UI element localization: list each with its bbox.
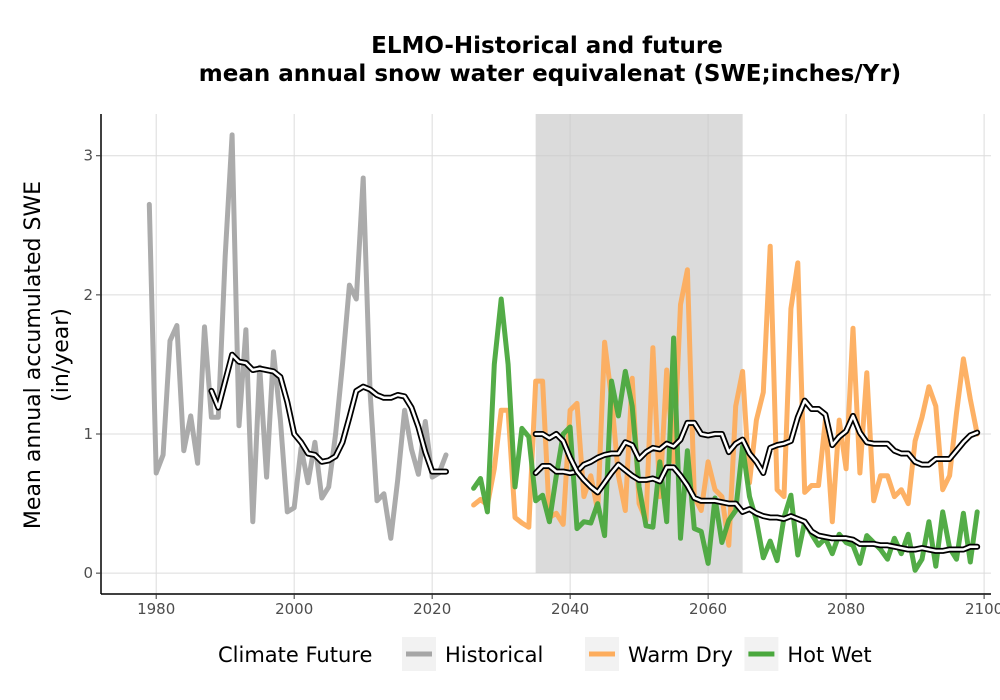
legend-label-hot-wet: Hot Wet [787,643,871,667]
x-tick-label-2000: 2000 [275,600,313,618]
y-axis-label-line2: (in/year) [49,308,74,402]
x-tick-label-2100: 2100 [965,600,1000,618]
running-mean-5-line [534,432,979,553]
running-mean-3-line [210,353,448,473]
y-tick-label-0: 0 [83,564,93,582]
legend-label-warm-dry: Warm Dry [628,643,733,667]
x-tick-label-1980: 1980 [137,600,175,618]
legend-title: Climate Future [218,643,372,667]
y-tick-label-2: 2 [83,286,93,304]
series-warm-dry-line [471,243,980,548]
plot-area: 1980 2000 2020 2040 2060 2080 2100 0 1 2 3 [83,114,1000,618]
running-mean-4-line [534,399,979,475]
legend-label-historical: Historical [445,643,543,667]
y-tick-label-1: 1 [83,425,93,443]
y-axis-label-line1: Mean annual accumulated SWE [21,181,46,529]
y-tick-label-3: 3 [83,147,93,165]
legend: Climate Future Historical Warm Dry Hot Wet [218,637,872,671]
chart-title-line2: mean annual snow water equivalenat (SWE;… [199,61,901,87]
x-tick-label-2020: 2020 [413,600,451,618]
x-tick-label-2080: 2080 [827,600,865,618]
x-tick-label-2060: 2060 [689,600,727,618]
x-tick-label-2040: 2040 [551,600,589,618]
chart-title-line1: ELMO-Historical and future [371,33,723,59]
series-historical-line [146,132,449,541]
